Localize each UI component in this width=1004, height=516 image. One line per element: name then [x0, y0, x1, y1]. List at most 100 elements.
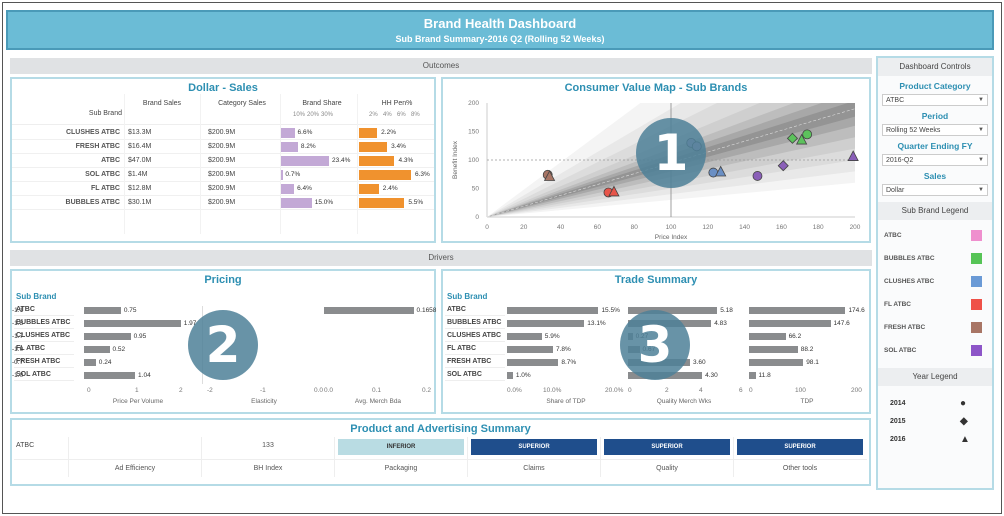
hh-pen-label: 4.3% — [398, 157, 414, 164]
legend-item: FL ATBC — [878, 293, 992, 316]
trade-summary-title: Trade Summary — [614, 274, 698, 286]
bar-value: 5.9% — [544, 333, 560, 340]
column-divider — [124, 94, 125, 234]
bar-value: -1.0 — [12, 346, 24, 353]
y-axis-label: Benefit Index — [452, 140, 459, 179]
hh-pen-label: 3.4% — [391, 143, 406, 150]
brand-share-bar — [281, 184, 295, 194]
hh-pen-bar — [359, 142, 388, 152]
col-header-category-sales: Category Sales — [218, 100, 266, 107]
pa-badge-superior: SUPERIOR — [471, 439, 597, 455]
year-legend-item: 2015 ◆ — [878, 412, 992, 430]
filter-value: Dollar — [886, 187, 905, 194]
row-label: CLUSHES ATBC — [16, 332, 71, 339]
col-header-sub-brand: Sub Brand — [88, 110, 122, 117]
bar-value: 1.04 — [138, 372, 151, 379]
overlay-marker-2: 2 — [188, 310, 258, 380]
row-brand: ATBC — [101, 157, 120, 164]
dropdown-arrow-icon: ▼ — [978, 157, 984, 163]
legend-item: SOL ATBC — [878, 339, 992, 362]
hh-pen-label: 2.2% — [381, 129, 396, 136]
x-tick-label: 80 — [631, 224, 639, 231]
axis-tick: 0 — [628, 387, 632, 394]
filter-dropdown[interactable]: ATBC ▼ — [882, 94, 988, 106]
filter-dropdown[interactable]: Dollar ▼ — [882, 184, 988, 196]
dashboard-subtitle: Sub Brand Summary-2016 Q2 (Rolling 52 We… — [395, 34, 605, 44]
brand-share-tick: 30% — [321, 112, 334, 118]
brand-share-label: 6.4% — [297, 185, 312, 192]
brand-share-label: 8.2% — [300, 143, 316, 150]
row-label: BUBBLES ATBC — [447, 319, 502, 326]
axis-tick: 0.0 — [314, 387, 324, 394]
year-shape-icon: ▲ — [960, 433, 970, 445]
x-tick-label: 40 — [557, 224, 565, 231]
axis-tick: 0.1 — [372, 387, 382, 394]
bar-value: 0.1658 — [416, 307, 437, 314]
bar-value: 0.95 — [133, 333, 147, 340]
legend-label: FL ATBC — [884, 301, 911, 308]
brand-share-label: 23.4% — [332, 157, 351, 164]
bar — [507, 359, 559, 366]
pa-col-divider — [733, 437, 734, 477]
value-map-title: Consumer Value Map - Sub Brands — [564, 82, 748, 94]
dashboard-controls-panel: Dashboard Controls Product Category ATBC ▼… — [876, 56, 994, 490]
axis-tick: 100 — [795, 387, 806, 394]
pa-label: Claims — [523, 465, 545, 472]
pa-label: BH Index — [253, 465, 283, 472]
bar-value: 11.8 — [758, 372, 771, 379]
filter-value: 2016-Q2 — [886, 157, 914, 164]
sales-table-row: BUBBLES ATBC $30.1M $200.9M 15.0% 5.5% — [12, 196, 434, 210]
bar — [749, 346, 798, 353]
row-brand: FRESH ATBC — [75, 143, 120, 150]
col-header-hh-pen: HH Pen% — [381, 100, 413, 107]
dashboard-controls-title: Dashboard Controls — [878, 58, 992, 76]
bar-value: 3.60 — [693, 359, 706, 366]
bar-value: -1.1 — [12, 307, 24, 314]
x-tick-label: 160 — [776, 224, 787, 231]
row-brand-sales: $30.1M — [128, 199, 152, 206]
pa-label: Quality — [656, 465, 678, 472]
column-divider — [357, 94, 358, 234]
row-divider — [445, 315, 505, 316]
axis-tick: 0.0% — [507, 387, 522, 394]
product-advertising-title: Product and Advertising Summary — [350, 423, 531, 435]
column-divider — [280, 94, 281, 234]
header-divider — [12, 124, 434, 125]
sales-table-row: FL ATBC $12.8M $200.9M 6.4% 2.4% — [12, 182, 434, 196]
row-divider — [445, 367, 505, 368]
dashboard-header: Brand Health Dashboard Sub Brand Summary… — [6, 10, 994, 50]
y-tick-label: 0 — [475, 214, 479, 221]
pa-label: Ad Efficiency — [114, 465, 156, 472]
row-label: FL ATBC — [447, 345, 477, 352]
axis-tick: 20.0% — [605, 387, 624, 394]
filter-label: Period — [921, 111, 949, 121]
axis-tick: 0.0 — [324, 387, 334, 394]
y-tick-label: 200 — [468, 100, 479, 107]
x-tick-label: 20 — [520, 224, 528, 231]
axis-tick: 10.0% — [543, 387, 562, 394]
dashboard-title: Brand Health Dashboard — [423, 16, 577, 31]
bar — [84, 372, 136, 379]
filter-dropdown[interactable]: 2016-Q2 ▼ — [882, 154, 988, 166]
brand-share-label: 15.0% — [314, 199, 334, 206]
pa-col-divider — [68, 437, 69, 477]
axis-tick: 2 — [179, 387, 183, 394]
bar — [84, 307, 121, 314]
x-tick-label: 180 — [813, 224, 824, 231]
legend-swatch — [971, 299, 982, 310]
row-divider — [14, 315, 74, 316]
hh-pen-bar — [359, 184, 379, 194]
hh-pen-label: 2.4% — [382, 185, 398, 192]
pa-badge-inferior: INFERIOR — [338, 439, 464, 455]
row-divider — [445, 380, 505, 381]
filter-dropdown[interactable]: Rolling 52 Weeks ▼ — [882, 124, 988, 136]
sales-table-row: ATBC $47.0M $200.9M 23.4% 4.3% — [12, 154, 434, 168]
sub-brand-legend: ATBC BUBBLES ATBC CLUSHES ATBC FL ATBC FRESH… — [878, 224, 992, 362]
bar — [749, 372, 756, 379]
hh-pen-bar — [359, 156, 395, 166]
bar-value: 66.2 — [788, 333, 802, 340]
pa-label: Other tools — [782, 465, 818, 472]
bar — [84, 320, 181, 327]
product-advertising-grid: ATBC Ad Efficiency 133 BH Index INFERIOR Pack… — [12, 435, 869, 485]
row-label: FRESH ATBC — [16, 358, 61, 365]
